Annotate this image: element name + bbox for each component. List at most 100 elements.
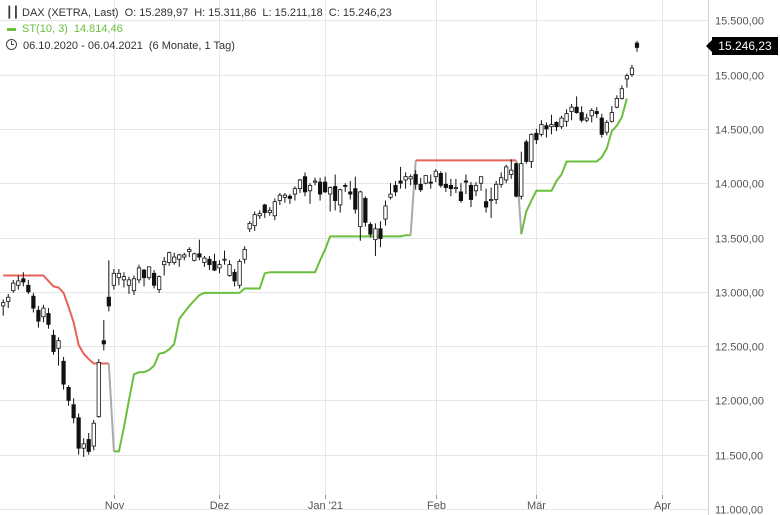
candle-up xyxy=(11,282,16,292)
y-tick-label: 13.000,00 xyxy=(715,288,764,300)
candle-down xyxy=(31,295,36,309)
candle-up xyxy=(619,88,624,99)
candle-up xyxy=(222,258,227,261)
candle-down xyxy=(413,174,418,185)
candle-up xyxy=(6,296,11,302)
candle-up xyxy=(16,280,21,286)
candle-down xyxy=(463,180,469,183)
candle-down xyxy=(398,180,403,184)
candle-up xyxy=(539,124,544,135)
y-tick-label: 15.500,00 xyxy=(715,16,764,28)
candle-up xyxy=(569,106,574,112)
candle-down xyxy=(468,184,474,200)
candle-down xyxy=(141,269,147,279)
supertrend-up-segment xyxy=(113,234,411,453)
candle-down xyxy=(151,272,157,286)
candle-down xyxy=(207,258,212,266)
chart-grid xyxy=(0,0,709,515)
candle-down xyxy=(363,198,368,223)
legend-open-label: O: xyxy=(124,7,137,19)
legend-period-range: 06.10.2020 - 06.04.2021 xyxy=(23,40,143,52)
candle-up xyxy=(529,133,534,162)
legend-period: 06.10.2020 - 06.04.2021 (6 Monate, 1 Tag) xyxy=(6,39,235,52)
candle-up xyxy=(312,180,318,183)
candle-down xyxy=(378,228,383,239)
candle-up xyxy=(237,260,242,286)
x-tick-label: Jan '21 xyxy=(308,500,343,512)
candle-up xyxy=(433,170,438,178)
candle-up xyxy=(519,163,524,197)
candle-up xyxy=(383,205,388,220)
candle-up xyxy=(126,279,132,286)
candle-up xyxy=(121,276,127,281)
y-tick-label: 11.500,00 xyxy=(715,451,763,463)
x-tick-label: Mär xyxy=(527,500,546,512)
candle-down xyxy=(514,163,519,197)
candle-up xyxy=(292,188,298,195)
legend-low: 15.211,18 xyxy=(274,7,323,19)
candle-down xyxy=(197,253,202,258)
candle-up xyxy=(358,191,363,228)
candle-up xyxy=(136,267,142,281)
candle-up xyxy=(1,302,6,307)
candle-up xyxy=(388,193,393,198)
y-tick-label: 14.500,00 xyxy=(715,125,764,137)
supertrend-up-segment xyxy=(520,98,628,235)
candle-down xyxy=(212,260,217,271)
candle-down xyxy=(287,195,293,199)
candle-up xyxy=(227,264,232,276)
candle-up xyxy=(564,113,569,122)
candle-up xyxy=(559,117,564,128)
candle-down xyxy=(393,184,398,193)
candle-up xyxy=(373,228,378,241)
candle-down xyxy=(554,121,559,128)
candle-up xyxy=(91,422,96,447)
candle-up xyxy=(167,252,172,263)
candle-up xyxy=(177,254,182,260)
candle-up xyxy=(614,98,619,108)
candle-up xyxy=(494,183,499,200)
candle-up xyxy=(499,177,504,185)
last-price-badge: 15.246,23 xyxy=(706,37,778,55)
x-axis: Nov Dez Jan '21 Feb Mär Apr xyxy=(105,495,671,512)
candle-up xyxy=(41,307,46,318)
candle-down xyxy=(448,184,453,190)
candle-down xyxy=(634,42,640,48)
candle-up xyxy=(111,272,116,286)
candle-down xyxy=(544,125,549,130)
candle-up xyxy=(202,257,207,263)
legend-low-label: L: xyxy=(262,7,272,19)
legend-high-label: H: xyxy=(194,7,206,19)
candle-down xyxy=(262,204,267,213)
candle-down xyxy=(106,296,111,307)
candle-up xyxy=(96,361,101,418)
candle-up xyxy=(509,169,514,175)
legend-close: 15.246,23 xyxy=(342,7,392,19)
supertrend-switch-segment xyxy=(409,160,417,236)
candle-up xyxy=(338,189,343,206)
candle-down xyxy=(594,111,599,115)
candle-down xyxy=(438,173,443,186)
y-tick-label: 14.000,00 xyxy=(715,179,764,191)
legend-open: 15.289,97 xyxy=(139,7,189,19)
x-tick-label: Dez xyxy=(210,500,230,512)
candle-up xyxy=(473,184,479,192)
x-tick-label: Feb xyxy=(427,500,446,512)
candle-up xyxy=(624,75,630,80)
candle-down xyxy=(302,176,308,193)
candle-up xyxy=(247,222,252,230)
candle-down xyxy=(348,191,353,195)
candle-up xyxy=(131,278,137,292)
candle-up xyxy=(162,260,167,266)
candle-down xyxy=(26,284,31,293)
candle-up xyxy=(257,213,262,217)
legend-indicator-value: 14.814,46 xyxy=(73,23,123,35)
legend-high: 15.311,86 xyxy=(208,7,257,19)
candle-up xyxy=(307,184,313,192)
candle-up xyxy=(453,187,459,190)
candle-down xyxy=(534,132,539,141)
candle-up xyxy=(584,117,589,121)
candle-down xyxy=(428,181,433,184)
legend-ohlc: ┃┃ DAX (XETRA, Last) O: 15.289,97 H: 15.311… xyxy=(6,6,392,19)
